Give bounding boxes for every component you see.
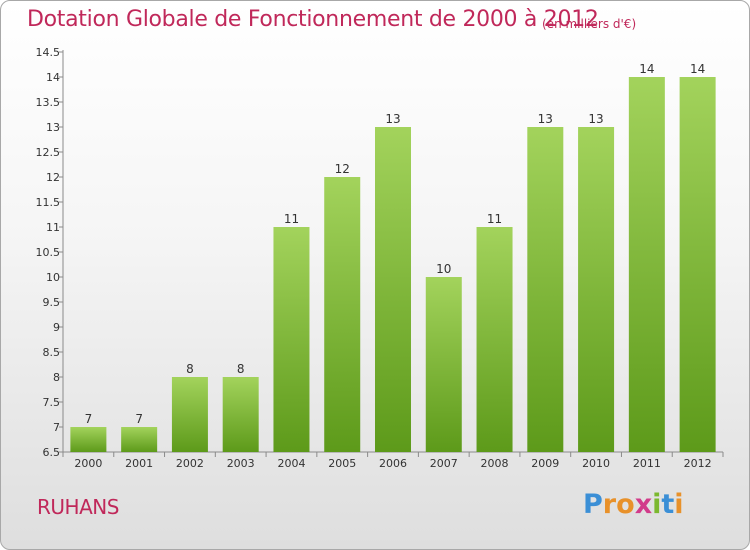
bar-2009 bbox=[527, 127, 564, 452]
bar-2010 bbox=[578, 127, 615, 452]
bar-2008 bbox=[476, 227, 513, 452]
bar-2004 bbox=[273, 227, 310, 452]
bar-2000 bbox=[70, 427, 107, 452]
logo-letter: P bbox=[583, 489, 603, 520]
x-tick-label: 2009 bbox=[531, 457, 559, 470]
x-tick-label: 2010 bbox=[582, 457, 610, 470]
x-tick-label: 2003 bbox=[227, 457, 255, 470]
x-tick-label: 2008 bbox=[481, 457, 509, 470]
data-label: 10 bbox=[436, 262, 451, 276]
y-tick-label: 13.5 bbox=[36, 96, 61, 109]
proxiti-logo: Proxiti bbox=[583, 489, 684, 520]
bar-2006 bbox=[375, 127, 411, 452]
y-tick-label: 7 bbox=[53, 421, 60, 434]
y-tick-label: 13 bbox=[46, 121, 60, 134]
data-label: 8 bbox=[186, 362, 194, 376]
data-label: 12 bbox=[335, 162, 350, 176]
logo-letter: t bbox=[661, 489, 675, 520]
logo-letter: x bbox=[634, 489, 653, 520]
bar-2002 bbox=[171, 377, 208, 452]
bar-2005 bbox=[324, 177, 361, 452]
y-tick-label: 11.5 bbox=[36, 196, 61, 209]
chart-subtitle: (en milliers d'€) bbox=[542, 17, 637, 31]
y-tick-label: 8.5 bbox=[43, 346, 61, 359]
x-tick-label: 2001 bbox=[125, 457, 153, 470]
logo-letter: r bbox=[602, 489, 617, 520]
y-tick-label: 12.5 bbox=[36, 146, 61, 159]
y-tick-label: 8 bbox=[53, 371, 60, 384]
chart-data-labels: 7 7 8 8 11 12 13 10 11 13 13 14 14 bbox=[85, 62, 706, 426]
chart-axes: 6.5 7 7.5 8 8.5 9 9.5 10 10.5 11 11.5 12 12.5 13 13.5 1… bbox=[36, 46, 724, 470]
logo-letter: o bbox=[616, 489, 635, 520]
bar-2011 bbox=[628, 77, 665, 452]
y-tick-label: 6.5 bbox=[43, 446, 61, 459]
y-tick-label: 10 bbox=[46, 271, 60, 284]
chart-bars bbox=[70, 77, 716, 452]
data-label: 14 bbox=[690, 62, 705, 76]
x-tick-label: 2002 bbox=[176, 457, 204, 470]
x-tick-label: 2012 bbox=[684, 457, 712, 470]
y-tick-label: 14 bbox=[46, 71, 60, 84]
data-label: 7 bbox=[85, 412, 93, 426]
y-tick-label: 11 bbox=[46, 221, 60, 234]
y-tick-label: 14.5 bbox=[36, 46, 61, 59]
data-label: 11 bbox=[284, 212, 299, 226]
x-tick-label: 2006 bbox=[379, 457, 407, 470]
y-tick-label: 9 bbox=[53, 321, 60, 334]
x-tick-label: 2004 bbox=[277, 457, 305, 470]
chart-title: Dotation Globale de Fonctionnement de 20… bbox=[27, 7, 599, 32]
x-tick-label: 2007 bbox=[430, 457, 458, 470]
data-label: 11 bbox=[487, 212, 502, 226]
x-tick-label: 2000 bbox=[74, 457, 102, 470]
data-label: 13 bbox=[538, 112, 553, 126]
data-label: 14 bbox=[639, 62, 654, 76]
x-tick-label: 2005 bbox=[328, 457, 356, 470]
x-tick-label: 2011 bbox=[633, 457, 661, 470]
data-label: 13 bbox=[385, 112, 400, 126]
data-label: 7 bbox=[135, 412, 143, 426]
data-label: 13 bbox=[588, 112, 603, 126]
town-name: RUHANS bbox=[37, 495, 119, 519]
y-tick-label: 12 bbox=[46, 171, 60, 184]
logo-letter: i bbox=[674, 489, 684, 520]
y-tick-label: 10.5 bbox=[36, 246, 61, 259]
bar-2003 bbox=[222, 377, 259, 452]
data-label: 8 bbox=[237, 362, 245, 376]
bar-2007 bbox=[425, 277, 462, 452]
bar-2001 bbox=[121, 427, 158, 452]
y-tick-label: 7.5 bbox=[43, 396, 61, 409]
bar-2012 bbox=[679, 77, 716, 452]
logo-letter: i bbox=[652, 489, 662, 520]
y-tick-label: 9.5 bbox=[43, 296, 61, 309]
